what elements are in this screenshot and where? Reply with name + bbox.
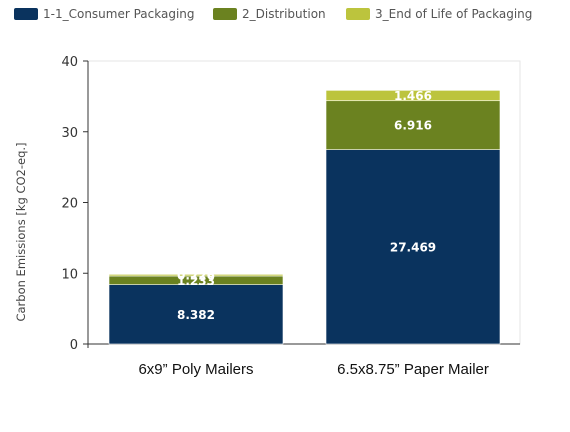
y-tick-label: 40 (61, 55, 78, 70)
data-label-1-1-consumer-packaging-2: 27.469 (390, 240, 436, 254)
legend-swatch-3-end-of-life-of-packaging (346, 8, 370, 20)
bar-segment-3-end-of-life-of-packaging-2 (325, 90, 501, 102)
legend-label-3-end-of-life-of-packaging: 3_End of Life of Packaging (375, 7, 532, 21)
y-axis: 0 10 20 30 40 (61, 55, 88, 353)
data-label-3-end-of-life-of-packaging-2: 1.466 (394, 89, 432, 103)
legend-label-1-1-consumer-packaging: 1-1_Consumer Packaging (43, 7, 195, 21)
legend-swatch-2-distribution (213, 8, 237, 20)
bar-segment-2-distribution-2 (325, 100, 501, 150)
x-category-label-1: 6x9” Poly Mailers (138, 361, 253, 378)
bar-segment-1-1-consumer-packaging-1 (108, 284, 284, 345)
data-label-2-distribution-2: 6.916 (394, 119, 432, 133)
bars (108, 90, 501, 345)
data-label-3-end-of-life-of-packaging-1: 0.226 (177, 269, 215, 283)
bar-segment-3-end-of-life-of-packaging-1 (108, 274, 284, 277)
y-tick-label: 10 (61, 267, 78, 282)
bar-segment-1-1-consumer-packaging-2 (325, 149, 501, 345)
y-axis-label: Carbon Emissions [kg CO2-eq.] (14, 142, 28, 321)
data-label-2-distribution-1: 1.233 (177, 274, 215, 288)
x-category-label-2: 6.5x8.75” Paper Mailer (337, 361, 489, 378)
legend-label-2-distribution: 2_Distribution (242, 7, 326, 21)
y-tick-label: 30 (61, 126, 78, 141)
legend-swatch-1-1-consumer-packaging (14, 8, 38, 20)
x-axis: 6x9” Poly Mailers 6.5x8.75” Paper Mailer (138, 361, 488, 378)
legend: 1-1_Consumer Packaging 2_Distribution 3_En… (14, 7, 532, 21)
data-label-1-1-consumer-packaging-1: 8.382 (177, 308, 215, 322)
y-tick-label: 0 (70, 338, 78, 353)
y-tick-label: 20 (61, 197, 78, 212)
